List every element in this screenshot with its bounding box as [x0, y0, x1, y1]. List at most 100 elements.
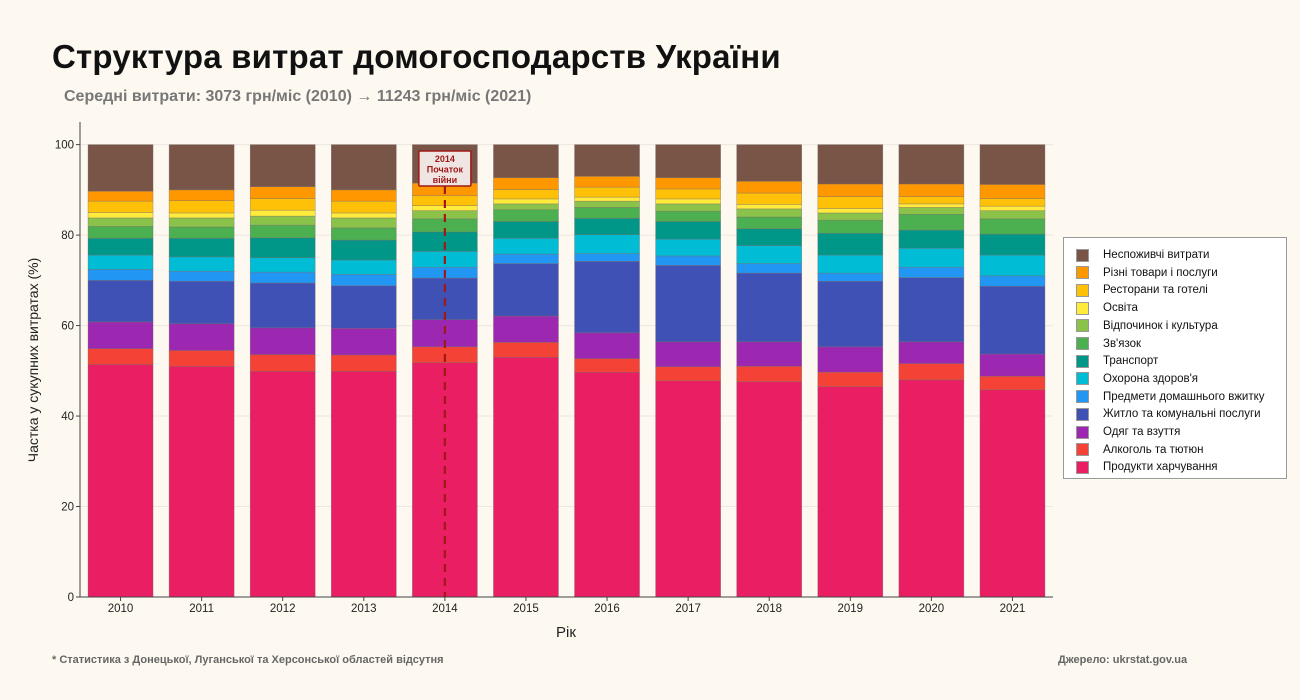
bar-segment-2018-2	[736, 341, 803, 367]
legend-label: Неспоживчі витрати	[1103, 249, 1210, 261]
legend-label: Предмети домашнього вжитку	[1103, 390, 1265, 403]
bar-segment-2019-2	[817, 346, 884, 373]
bar-segment-2011-11	[168, 189, 235, 202]
bar-segment-2012-12	[249, 144, 316, 187]
bar-segment-2020-9	[898, 203, 965, 208]
bar-segment-2019-4	[817, 272, 884, 282]
bar-segment-2018-0	[736, 381, 803, 598]
bar-segment-2019-9	[817, 208, 884, 214]
y-tick-label: 100	[55, 140, 74, 152]
bar-segment-2010-2	[87, 321, 154, 349]
bar-segment-2019-11	[817, 183, 884, 197]
bar-segment-2010-3	[87, 280, 154, 323]
bar-segment-2019-8	[817, 212, 884, 221]
bar-segment-2019-1	[817, 371, 884, 387]
x-tick-label: 2012	[270, 603, 296, 615]
bar-segment-2015-0	[493, 356, 559, 598]
bar-segment-2021-6	[979, 233, 1046, 256]
x-tick-label: 2014	[432, 603, 458, 615]
bar-segment-2011-10	[168, 200, 235, 214]
bar-segment-2021-10	[979, 198, 1046, 207]
bar-segment-2018-8	[736, 208, 803, 218]
bar-segment-2012-11	[249, 186, 316, 199]
legend-item: Ресторани та готелі	[1076, 282, 1208, 298]
legend-item: Продукти харчування	[1076, 459, 1218, 475]
bar-segment-2010-12	[87, 144, 154, 192]
bar-segment-2011-2	[168, 323, 235, 351]
bar-segment-2012-4	[249, 271, 316, 284]
bar-segment-2013-11	[330, 189, 397, 202]
annotation-text: Початок	[427, 165, 464, 175]
bar-segment-2016-2	[574, 332, 640, 359]
bar-segment-2021-7	[979, 218, 1046, 235]
bar-segment-2017-2	[655, 341, 721, 368]
bar-segment-2017-8	[655, 203, 721, 212]
bar-segment-2013-12	[330, 144, 397, 191]
bar-segment-2015-10	[493, 189, 559, 200]
bar-segment-2010-0	[87, 364, 154, 598]
bar-segment-2019-12	[817, 144, 884, 185]
bar-segment-2016-10	[574, 186, 640, 198]
bar-segment-2017-10	[655, 188, 721, 200]
x-tick-label: 2015	[513, 603, 539, 615]
source-note: Джерело: ukrstat.gov.ua	[1058, 654, 1188, 666]
legend-swatch	[1076, 372, 1089, 386]
legend-label: Продукти харчування	[1103, 461, 1218, 474]
bar-segment-2016-3	[574, 261, 640, 334]
bar-segment-2019-7	[817, 219, 884, 234]
bar-segment-2021-2	[979, 353, 1046, 377]
bar-segment-2018-11	[736, 180, 803, 194]
bar-segment-2016-1	[574, 358, 640, 373]
bar-segment-2011-0	[168, 365, 235, 598]
bar-segment-2013-9	[330, 212, 397, 219]
bars	[87, 144, 1046, 598]
y-tick-label: 40	[61, 411, 74, 423]
bar-segment-2011-7	[168, 226, 235, 239]
bar-segment-2011-6	[168, 237, 235, 258]
bar-segment-2010-8	[87, 217, 154, 227]
bar-segment-2015-4	[493, 253, 559, 264]
legend-item: Алкоголь та тютюн	[1076, 442, 1204, 458]
bar-segment-2010-7	[87, 226, 154, 239]
bar-segment-2016-11	[574, 175, 640, 188]
bar-segment-2013-0	[330, 370, 397, 598]
bar-segment-2020-12	[898, 144, 965, 185]
bar-segment-2018-9	[736, 204, 803, 210]
bar-segment-2018-7	[736, 216, 803, 230]
bar-segment-2021-12	[979, 144, 1046, 185]
bar-segment-2013-4	[330, 274, 397, 287]
legend-item: Житло та комунальні послуги	[1076, 406, 1261, 422]
bar-segment-2021-11	[979, 184, 1046, 199]
bar-segment-2019-3	[817, 280, 884, 348]
bar-segment-2021-9	[979, 205, 1046, 211]
legend-label: Житло та комунальні послуги	[1103, 408, 1261, 421]
x-tick-label: 2016	[594, 603, 620, 615]
legend-label: Відпочинок і культура	[1103, 319, 1218, 332]
bar-segment-2016-12	[574, 144, 640, 177]
bar-segment-2013-10	[330, 200, 397, 214]
bar-segment-2012-3	[249, 282, 316, 329]
bar-segment-2010-5	[87, 254, 154, 270]
legend-item: Одяг та взуття	[1076, 424, 1180, 440]
bar-segment-2018-12	[736, 144, 803, 182]
bar-segment-2016-8	[574, 200, 640, 208]
legend-item: Охорона здоров'я	[1076, 371, 1198, 387]
bar-segment-2016-7	[574, 207, 640, 219]
legend-item: Зв'язок	[1076, 336, 1141, 352]
bar-segment-2013-6	[330, 239, 397, 261]
bar-segment-2021-1	[979, 375, 1046, 391]
x-tick-label: 2019	[837, 603, 863, 615]
bar-segment-2021-3	[979, 285, 1046, 355]
footnote: * Статистика з Донецької, Луганської та …	[52, 654, 444, 666]
bar-segment-2011-8	[168, 217, 235, 228]
legend-swatch	[1076, 248, 1089, 262]
bar-segment-2015-9	[493, 198, 559, 205]
bar-segment-2012-0	[249, 370, 316, 598]
bar-segment-2020-0	[898, 379, 965, 598]
bar-segment-2011-5	[168, 256, 235, 272]
bar-segment-2018-3	[736, 272, 803, 343]
bar-segment-2020-10	[898, 196, 965, 205]
x-tick-label: 2020	[919, 603, 945, 615]
bar-segment-2013-8	[330, 217, 397, 229]
